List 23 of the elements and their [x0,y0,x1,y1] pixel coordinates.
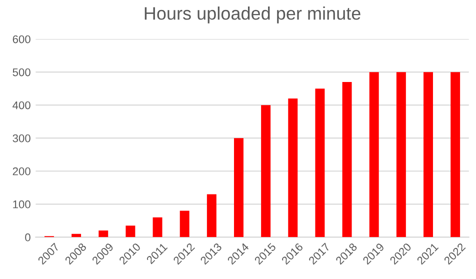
bar [342,82,352,238]
y-tick-label: 400 [12,101,30,110]
y-tick-label: 300 [12,134,30,142]
y-tick-label: 500 [12,68,30,76]
y-tick-label: 600 [12,35,30,44]
bar [315,88,325,238]
bar [126,226,136,238]
chart-title: Hours uploaded per minute [144,6,360,24]
bar [234,138,244,238]
bar [396,72,406,238]
bar [72,234,82,238]
bar [98,230,108,238]
y-tick-label: 100 [13,200,30,208]
bar [450,72,460,238]
bar [152,217,162,238]
bar [206,194,216,238]
bar [180,210,190,238]
bar [261,105,271,238]
bar [288,98,298,238]
bar [424,72,433,238]
y-tick-label: 0 [25,233,30,242]
bar [369,72,379,238]
y-tick-label: 200 [12,167,30,176]
